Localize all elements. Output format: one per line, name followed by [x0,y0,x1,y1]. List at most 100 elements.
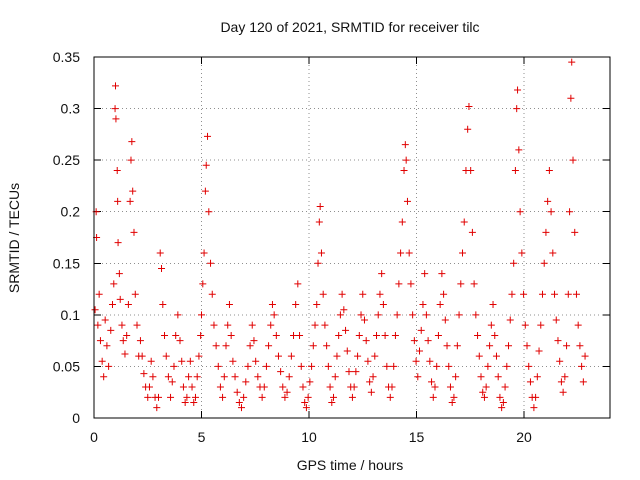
data-point-plus-marker [545,166,553,174]
data-point-plus-marker [308,362,316,370]
data-point-plus-marker [199,280,207,288]
data-point-plus-marker [431,383,439,391]
data-point-plus-marker [145,383,153,391]
data-point-plus-marker [448,399,456,407]
data-point-plus-marker [133,321,141,329]
data-point-plus-marker [335,331,343,339]
data-point-plus-marker [378,270,386,278]
y-axis-label: SRMTID / TECUs [6,183,22,293]
data-point-plus-marker [491,331,499,339]
data-point-plus-marker [112,82,119,90]
data-point-plus-marker [498,404,506,412]
data-point-plus-marker [357,311,365,319]
data-point-plus-marker [542,228,550,236]
data-point-plus-marker [108,301,116,309]
data-point-plus-marker [391,331,399,339]
data-point-plus-marker [123,331,131,339]
data-point-plus-marker [176,337,184,345]
data-point-plus-marker [191,393,199,401]
data-point-plus-marker [111,105,119,113]
data-point-plus-marker [198,311,205,319]
data-point-plus-marker [348,393,356,401]
data-point-plus-marker [526,378,534,386]
y-tick-label: 0 [72,410,80,426]
data-point-plus-marker [200,249,208,257]
data-point-plus-marker [434,331,442,339]
data-point-plus-marker [354,352,362,360]
data-point-plus-marker [268,301,276,309]
data-point-plus-marker [124,301,132,309]
data-point-plus-marker [301,399,309,407]
data-point-plus-marker [537,321,545,329]
data-point-plus-marker [559,388,567,396]
data-point-plus-marker [556,357,564,365]
data-point-plus-marker [467,166,475,174]
data-point-plus-marker [224,321,232,329]
data-point-plus-marker [514,86,522,94]
data-point-plus-marker [242,378,250,386]
data-point-plus-marker [352,368,360,376]
data-point-plus-marker [147,357,155,365]
data-point-plus-marker [95,290,103,298]
data-point-plus-marker [336,311,344,319]
data-point-plus-marker [403,197,411,205]
data-point-plus-marker [376,290,384,298]
data-point-plus-marker [405,249,413,257]
data-point-plus-marker [457,280,465,288]
data-point-plus-marker [452,373,460,381]
data-point-plus-marker [250,337,258,345]
data-point-plus-marker [535,347,543,355]
data-point-plus-marker [340,306,348,314]
data-point-plus-marker [225,301,233,309]
data-point-plus-marker [429,393,437,401]
data-point-plus-marker [324,362,332,370]
data-point-plus-marker [326,383,334,391]
data-point-plus-marker [162,352,170,360]
data-point-plus-marker [128,138,136,146]
data-point-plus-marker [455,311,463,319]
data-point-plus-marker [510,259,518,267]
data-point-plus-marker [179,383,187,391]
data-point-plus-marker [304,393,312,401]
data-point-plus-marker [383,362,391,370]
data-point-plus-marker [193,373,201,381]
data-point-plus-marker [532,393,540,401]
data-point-plus-marker [400,166,408,174]
data-point-plus-marker [407,280,415,288]
data-point-plus-marker [164,373,172,381]
data-point-plus-marker [518,249,526,257]
data-point-plus-marker [311,321,319,329]
data-point-plus-marker [468,228,476,236]
data-point-plus-marker [167,393,175,401]
data-point-plus-marker [190,399,198,407]
data-point-plus-marker [114,197,122,205]
data-point-plus-marker [205,208,213,216]
data-point-plus-marker [265,342,273,350]
data-point-plus-marker [433,362,441,370]
data-point-plus-marker [248,321,256,329]
y-tick-label: 0.15 [53,255,80,271]
data-point-plus-marker [472,311,480,319]
data-point-plus-marker [126,197,134,205]
data-point-plus-marker [443,342,451,350]
data-point-plus-marker [367,388,375,396]
data-point-plus-marker [440,290,448,298]
data-point-plus-marker [197,331,205,339]
data-point-plus-marker [489,301,497,309]
data-point-plus-marker [470,280,478,288]
data-points-layer [91,58,589,412]
data-point-plus-marker [131,290,139,298]
data-point-plus-marker [107,326,115,334]
data-point-plus-marker [110,280,118,288]
data-point-plus-marker [103,342,111,350]
data-point-plus-marker [343,347,351,355]
data-point-plus-marker [136,337,144,345]
x-axis-label: GPS time / hours [297,457,404,473]
data-point-plus-marker [297,362,305,370]
data-point-plus-marker [494,373,502,381]
data-point-plus-marker [323,342,331,350]
data-point-plus-marker [181,399,189,407]
data-point-plus-marker [94,321,102,329]
data-point-plus-marker [158,264,166,272]
